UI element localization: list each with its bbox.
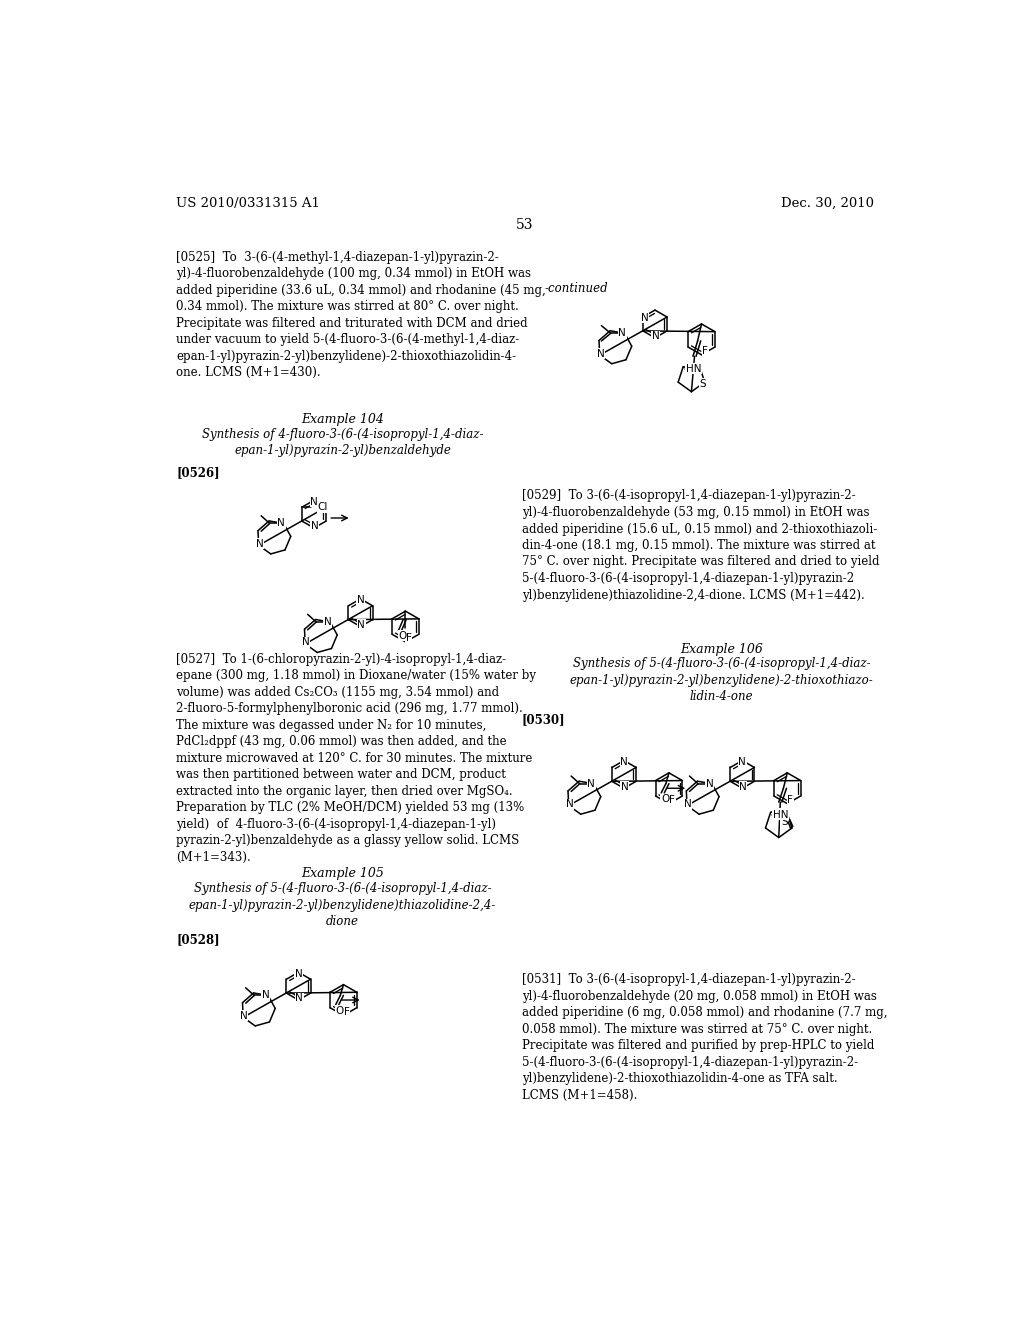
Text: 53: 53: [516, 218, 534, 232]
Text: N: N: [652, 331, 659, 342]
Text: HN: HN: [686, 364, 701, 374]
Text: F: F: [406, 634, 412, 643]
Text: F: F: [787, 795, 794, 805]
Text: N: N: [738, 758, 746, 767]
Text: Cl: Cl: [317, 502, 328, 512]
Text: N: N: [621, 758, 628, 767]
Text: [0525]  To  3-(6-(4-methyl-1,4-diazepan-1-yl)pyrazin-2-
yl)-4-fluorobenzaldehyde: [0525] To 3-(6-(4-methyl-1,4-diazepan-1-…: [176, 251, 546, 379]
Text: Example 104: Example 104: [301, 412, 384, 425]
Text: N: N: [324, 616, 332, 627]
Text: O: O: [660, 795, 670, 804]
Text: N: N: [302, 638, 310, 647]
Text: N: N: [706, 779, 714, 789]
Text: N: N: [295, 994, 303, 1003]
Text: N: N: [641, 313, 648, 323]
Text: N: N: [684, 799, 691, 809]
Text: N: N: [278, 519, 286, 528]
Text: HN: HN: [773, 809, 788, 820]
Text: N: N: [739, 781, 746, 792]
Text: N: N: [357, 620, 366, 630]
Text: [0531]  To 3-(6-(4-isopropyl-1,4-diazepan-1-yl)pyrazin-2-
yl)-4-fluorobenzaldehy: [0531] To 3-(6-(4-isopropyl-1,4-diazepan…: [521, 973, 887, 1102]
Text: N: N: [310, 496, 317, 507]
Text: Example 106: Example 106: [680, 644, 763, 656]
Text: Synthesis of 5-(4-fluoro-3-(6-(4-isopropyl-1,4-diaz-
epan-1-yl)pyrazin-2-yl)benz: Synthesis of 5-(4-fluoro-3-(6-(4-isoprop…: [189, 882, 497, 928]
Text: N: N: [565, 799, 573, 809]
Text: O: O: [398, 631, 407, 640]
Text: US 2010/0331315 A1: US 2010/0331315 A1: [176, 197, 319, 210]
Text: F: F: [702, 346, 709, 356]
Text: N: N: [311, 521, 318, 532]
Text: N: N: [618, 329, 627, 338]
Text: [0526]: [0526]: [176, 466, 220, 479]
Text: F: F: [344, 1007, 349, 1016]
Text: N: N: [588, 779, 595, 789]
Text: O: O: [779, 809, 787, 818]
Text: [0530]: [0530]: [521, 713, 565, 726]
Text: S: S: [781, 817, 787, 826]
Text: F: F: [669, 795, 675, 805]
Text: N: N: [240, 1011, 248, 1020]
Text: [0529]  To 3-(6-(4-isopropyl-1,4-diazepan-1-yl)pyrazin-2-
yl)-4-fluorobenzaldehy: [0529] To 3-(6-(4-isopropyl-1,4-diazepan…: [521, 490, 880, 602]
Text: Synthesis of 5-(4-fluoro-3-(6-(4-isopropyl-1,4-diaz-
epan-1-yl)pyrazin-2-yl)benz: Synthesis of 5-(4-fluoro-3-(6-(4-isoprop…: [569, 657, 873, 704]
Text: [0527]  To 1-(6-chloropyrazin-2-yl)-4-isopropyl-1,4-diaz-
epane (300 mg, 1.18 mm: [0527] To 1-(6-chloropyrazin-2-yl)-4-iso…: [176, 653, 536, 863]
Text: N: N: [597, 348, 604, 359]
Text: O: O: [691, 363, 699, 374]
Text: Dec. 30, 2010: Dec. 30, 2010: [780, 197, 873, 210]
Text: [0528]: [0528]: [176, 933, 220, 946]
Text: N: N: [256, 539, 263, 549]
Text: Synthesis of 4-fluoro-3-(6-(4-isopropyl-1,4-diaz-
epan-1-yl)pyrazin-2-yl)benzald: Synthesis of 4-fluoro-3-(6-(4-isopropyl-…: [202, 428, 483, 458]
Text: -continued: -continued: [545, 281, 608, 294]
Text: N: N: [295, 969, 302, 979]
Text: Example 105: Example 105: [301, 867, 384, 880]
Text: N: N: [356, 595, 365, 606]
Text: O: O: [336, 1006, 344, 1016]
Text: N: N: [262, 990, 269, 1001]
Text: N: N: [621, 781, 629, 792]
Text: S: S: [699, 379, 707, 388]
